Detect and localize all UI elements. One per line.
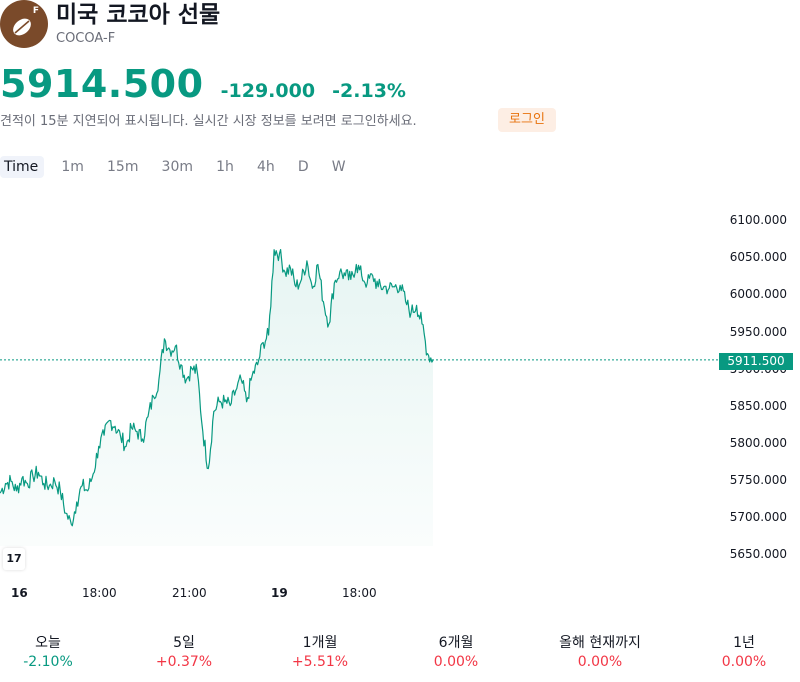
logo-badge: F [32,6,39,16]
perf-value: +0.37% [155,654,213,670]
tab-4h[interactable]: 4h [256,159,275,175]
cocoa-logo-icon: F [0,0,48,48]
perf-value: 0.00% [433,654,479,670]
x-tick: 21:00 [172,586,207,600]
perf-label: 5일 [173,635,195,651]
perf-1m[interactable]: 1개월 +5.51% [260,632,380,670]
price-change: -129.000 [220,80,316,102]
tradingview-logo-icon[interactable]: 17 [3,548,25,570]
tab-1m[interactable]: 1m [61,159,84,175]
perf-label: 1년 [733,635,755,651]
price-line [0,249,434,527]
y-tick: 5750.000 [729,473,787,487]
page-title: 미국 코코아 선물 [56,2,221,28]
perf-label: 6개월 [438,635,474,651]
y-tick: 6000.000 [729,287,787,301]
y-tick: 6100.000 [729,213,787,227]
perf-5d[interactable]: 5일 +0.37% [124,632,244,670]
perf-value: 0.00% [721,654,767,670]
price-area [0,249,433,546]
current-price-label: 5911.500 [719,353,793,370]
perf-value: 0.00% [577,654,623,670]
tab-30m[interactable]: 30m [161,159,193,175]
perf-label: 올해 현재까지 [559,635,641,651]
y-tick: 5700.000 [729,510,787,524]
perf-1y[interactable]: 1년 0.00% [684,632,800,670]
tab-w[interactable]: W [331,159,346,175]
last-price: 5914.500 [0,62,204,106]
x-tick: 16 [11,586,28,600]
perf-today[interactable]: 오늘 -2.10% [0,632,108,670]
ticker-symbol: COCOA-F [56,31,116,46]
perf-6m[interactable]: 6개월 0.00% [396,632,516,670]
x-tick: 18:00 [82,586,117,600]
tab-d[interactable]: D [297,159,309,175]
tab-15m[interactable]: 15m [107,159,139,175]
y-tick: 5950.000 [729,325,787,339]
x-tick: 18:00 [342,586,377,600]
y-tick: 5850.000 [729,399,787,413]
login-button[interactable]: 로그인 [498,108,556,132]
perf-value: +5.51% [291,654,349,670]
y-tick: 5800.000 [729,436,787,450]
y-tick: 5650.000 [729,547,787,561]
price-chart[interactable] [0,180,800,580]
price-change-percent: -2.13% [332,80,406,102]
x-tick: 19 [271,586,288,600]
y-tick: 6050.000 [729,250,787,264]
perf-value: -2.10% [23,654,73,670]
perf-label: 오늘 [35,635,61,651]
price-row: 5914.500 -129.000 -2.13% [0,62,406,108]
delay-notice: 견적이 15분 지연되어 표시됩니다. 실시간 시장 정보를 보려면 로그인하세… [0,114,417,129]
perf-label: 1개월 [302,635,338,651]
tab-time[interactable]: Time [0,156,45,178]
tab-1h[interactable]: 1h [216,159,234,175]
perf-ytd[interactable]: 올해 현재까지 0.00% [540,632,660,670]
timeframe-bar: Time 1m 15m 30m 1h 4h D W [0,156,358,180]
